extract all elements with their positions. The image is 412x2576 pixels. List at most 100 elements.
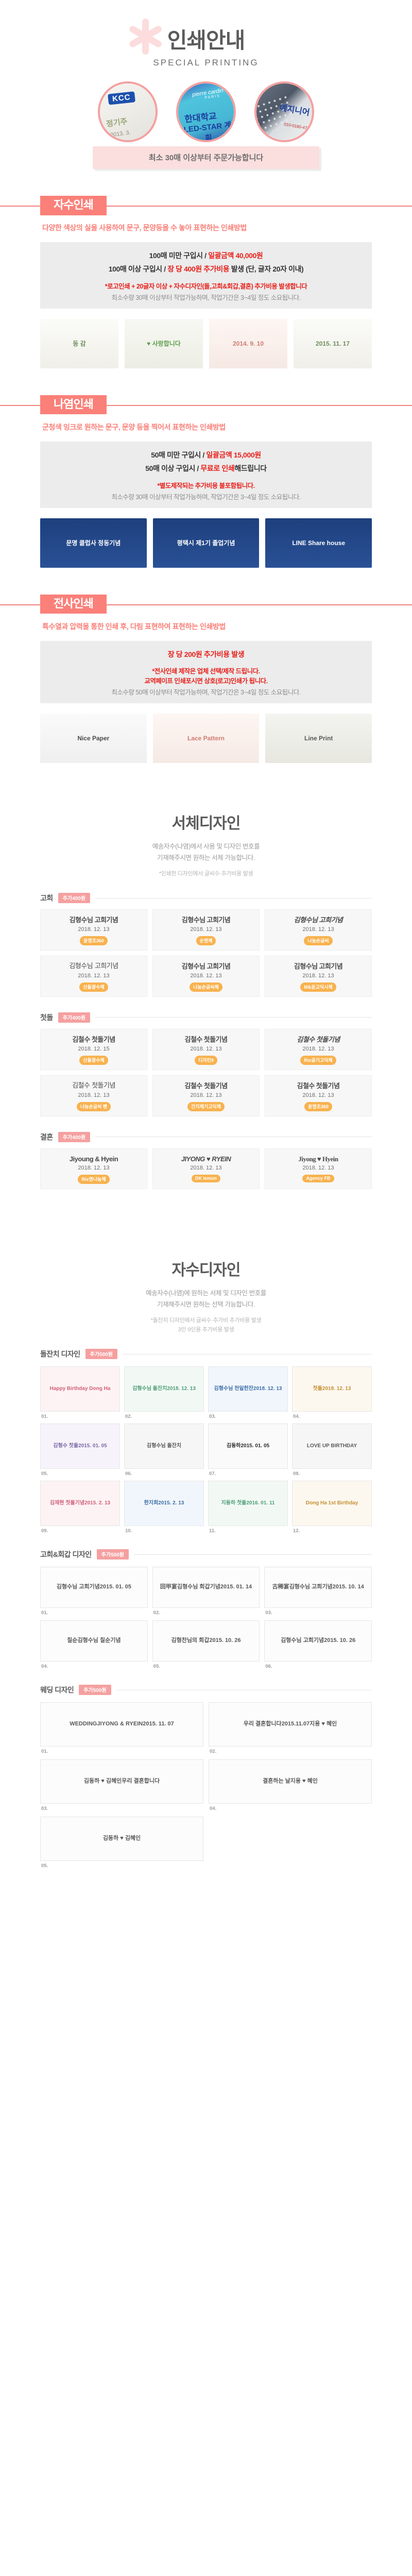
font-sample-cell[interactable]: 김철수 첫돌기념 2018. 12. 13 나눔손글씨 펜 xyxy=(40,1075,147,1116)
font-sample-cell[interactable]: 김형수님 고희기념 2018. 12. 13 산돌광수체 xyxy=(40,956,147,997)
sample-thumbnail[interactable]: Nice Paper xyxy=(40,714,147,764)
font-sample-cell[interactable]: 김형수님 고희기념 2018. 12. 13 나눔손글씨체 xyxy=(152,956,260,997)
design-cell[interactable]: 김동하 ♥ 김혜인 우리 결혼합니다 03. xyxy=(40,1759,203,1811)
design-cell[interactable]: 김형수 첫돌 2015. 01. 05 05. xyxy=(40,1423,120,1477)
design-cell[interactable]: 한지희 2015. 2. 13 10. xyxy=(124,1481,204,1534)
sample-thumbnail[interactable]: 2015. 11. 17 xyxy=(294,318,372,368)
font-name-badge: DK lemon xyxy=(191,1175,220,1183)
sample-thumbnail[interactable]: 문명 클럽사 정동기념 xyxy=(40,518,147,568)
design-thumbnail[interactable]: 결혼하는 날 지용 ♥ 혜인 xyxy=(209,1759,372,1804)
design-thumbnail[interactable]: 김동하 ♥ 김혜인 xyxy=(40,1817,203,1861)
font-sample-cell[interactable]: 김철수 첫돌기념 2018. 12. 13 간지체기고딕체 xyxy=(152,1075,260,1116)
design-number: 02. xyxy=(153,1610,160,1616)
design-cell[interactable]: 첫돌 2018. 12. 13 04. xyxy=(292,1366,372,1419)
design-cell[interactable]: 칠순 김형수님 칠순기념 04. xyxy=(40,1620,148,1669)
font-sample-cell[interactable]: Jiyoung & Hyein 2018. 12. 13 Rix명나눔체 xyxy=(40,1148,147,1190)
badge-gallery: KCC 정기주 2013. 3. pierre cardin PARIS 한대학… xyxy=(98,81,314,142)
font-sample-date: 2018. 12. 13 xyxy=(190,1165,222,1172)
design-thumbnail[interactable]: 한지희 2015. 2. 13 xyxy=(124,1481,204,1527)
font-sample-grid: Jiyoung & Hyein 2018. 12. 13 Rix명나눔체 JIYONG… xyxy=(40,1148,372,1190)
embroidery-note-2: 3인·9인용 추가비용 발생 xyxy=(178,1327,234,1333)
design-thumbnail[interactable]: 김형수님 고희기념 2015. 10. 26 xyxy=(264,1620,372,1662)
design-thumbnail[interactable]: LOVE UP BIRTHDAY xyxy=(292,1423,372,1469)
font-sample-cell[interactable]: Jiyong ♥ Hyein 2018. 12. 13 Agency FB xyxy=(265,1148,372,1190)
section-description: 군청색 잉크로 원하는 문구, 문양 등을 찍어서 표현하는 인쇄방법 xyxy=(42,422,226,431)
design-thumbnail[interactable]: 古稀宴 김형수님 고희기념 2015. 10. 14 xyxy=(264,1567,372,1608)
design-thumbnail[interactable]: 김형찬님의 회갑 2015. 10. 26 xyxy=(152,1620,260,1662)
design-cell[interactable]: 김재현 첫돌기념 2015. 2. 13 09. xyxy=(40,1481,120,1534)
design-cell[interactable]: 우리 결혼합니다 2015.11.07 지용 ♥ 혜인 02. xyxy=(209,1702,372,1754)
font-sample-cell[interactable]: 김철수 첫돌기념 2018. 12. 13 Rix굴기고딕체 xyxy=(265,1028,372,1070)
design-thumbnail[interactable]: 우리 결혼합니다 2015.11.07 지용 ♥ 혜인 xyxy=(209,1702,372,1747)
design-thumbnail[interactable]: 김동하 2015. 01. 05 xyxy=(208,1423,288,1469)
design-cell[interactable]: 결혼하는 날 지용 ♥ 혜인 04. xyxy=(209,1759,372,1811)
design-cell[interactable]: Happy Birthday Dong Ha 01. xyxy=(40,1366,120,1419)
font-sample-text: 김철수 첫돌기념 xyxy=(184,1035,228,1043)
sample-thumbnail[interactable]: ♥ 사랑합니다 xyxy=(125,318,203,368)
design-number: 01. xyxy=(41,1414,48,1420)
price-sub-note: 최소수량 30매 이상부터 작업가능하며, 작업기간은 3~4일 정도 소요됩니… xyxy=(111,294,301,301)
font-sample-cell[interactable]: 김형수님 고희기념 2018. 12. 13 윤명조360 xyxy=(40,909,147,951)
design-thumbnail[interactable]: 첫돌 2018. 12. 13 xyxy=(292,1366,372,1412)
surcharge-badge: 추가500원 xyxy=(96,1549,129,1560)
sample-thumbnail[interactable]: 평택시 제1기 졸업기념 xyxy=(152,518,260,568)
font-sample-cell[interactable]: 김철수 첫돌기념 2018. 12. 13 윤명조360 xyxy=(265,1075,372,1116)
design-cell[interactable]: Dong Ha 1st Birthday 12. xyxy=(292,1481,372,1534)
font-name-badge: Agency FB xyxy=(302,1175,334,1183)
price-sub-note: 최소수량 30매 이상부터 작업가능하며, 작업기간은 3~4일 정도 소요됩니… xyxy=(111,493,301,501)
design-cell[interactable]: 지동하 첫돌 2016. 01. 11 11. xyxy=(208,1481,288,1534)
design-thumbnail[interactable]: Dong Ha 1st Birthday xyxy=(292,1481,372,1527)
font-sample-cell[interactable]: 김철수 첫돌기념 2018. 12. 13 디자인9 xyxy=(152,1028,260,1070)
design-thumbnail[interactable]: 김형수님 고희기념 2015. 01. 05 xyxy=(40,1567,148,1608)
section-description: 다양한 색상의 실을 사용하여 문구, 문양등을 수 놓아 표현하는 인쇄방법 xyxy=(42,224,247,232)
section-divider xyxy=(0,604,412,605)
font-sample-cell[interactable]: 김형수님 고희기념 2018. 12. 13 나눔손글씨 xyxy=(265,909,372,951)
sample-thumbnail[interactable]: 2014. 9. 10 xyxy=(209,318,287,368)
font-sample-cell[interactable]: JIYONG ♥ RYEIN 2018. 12. 13 DK lemon xyxy=(152,1148,260,1190)
design-cell[interactable]: 김동하 2015. 01. 05 07. xyxy=(208,1423,288,1477)
sample-thumbnail[interactable]: Line Print xyxy=(265,714,372,764)
design-thumbnail[interactable]: 김형수 첫돌 2015. 01. 05 xyxy=(40,1423,120,1469)
design-thumbnail[interactable]: 김형수님 돌잔치 xyxy=(124,1423,204,1469)
design-cell[interactable]: 김형수님 돌잔치 06. xyxy=(124,1423,204,1477)
design-cell[interactable]: 김형수님 고희기념 2015. 10. 26 06. xyxy=(264,1620,372,1669)
font-sample-cell[interactable]: 김형수님 고희기념 2018. 12. 13 순명체 xyxy=(152,909,260,951)
price-line: 장 당 200원 추가비용 발생 xyxy=(45,648,367,662)
design-cell[interactable]: 김형수님 고희기념 2015. 01. 05 01. xyxy=(40,1567,148,1616)
design-cell[interactable]: WEDDING JIYONG & RYEIN 2015. 11. 07 01. xyxy=(40,1702,203,1754)
design-thumbnail[interactable]: 지동하 첫돌 2016. 01. 11 xyxy=(208,1481,288,1527)
font-name-badge: 윤명조360 xyxy=(80,936,108,946)
design-number: 05. xyxy=(153,1664,160,1670)
design-number: 02. xyxy=(125,1414,132,1420)
design-cell[interactable]: 김형수님 천일한잔 2018. 12. 13 03. xyxy=(208,1366,288,1419)
font-design-section: 서체디자인 예송자수(나염)에서 사용 및 디자인 번호를 기재해주시면 원하는… xyxy=(0,810,412,877)
design-thumbnail[interactable]: 김동하 ♥ 김혜인 우리 결혼합니다 xyxy=(40,1759,203,1804)
price-highlight: 일괄금액 15,000원 xyxy=(206,450,261,459)
design-thumbnail[interactable]: 김재현 첫돌기념 2015. 2. 13 xyxy=(40,1481,120,1527)
page-title: 인쇄안내 xyxy=(167,28,246,53)
design-thumbnail[interactable]: 김형수님 돌잔치 2018. 12. 13 xyxy=(124,1366,204,1412)
font-sample-text: 김형수님 고희기념 xyxy=(69,962,118,971)
design-cell[interactable]: 김동하 ♥ 김혜인 05. xyxy=(40,1817,203,1869)
font-sample-cell[interactable]: 김철수 첫돌기념 2018. 12. 15 산돌광수체 xyxy=(40,1028,147,1070)
sample-thumbnail[interactable]: LINE Share house xyxy=(265,518,372,568)
design-thumbnail[interactable]: Happy Birthday Dong Ha xyxy=(40,1366,120,1412)
design-thumbnail[interactable]: 김형수님 천일한잔 2018. 12. 13 xyxy=(208,1366,288,1412)
design-cell[interactable]: 古稀宴 김형수님 고희기념 2015. 10. 14 03. xyxy=(264,1567,372,1616)
design-thumbnail[interactable]: 칠순 김형수님 칠순기념 xyxy=(40,1620,148,1662)
font-category-name: 결혼 xyxy=(40,1132,53,1141)
price-line: 100매 이상 구입시 / 장 당 400원 추가비용 발생 (단, 글자 20… xyxy=(108,264,304,273)
font-sample-text: 김철수 첫돌기념 xyxy=(72,1081,115,1090)
design-thumbnail[interactable]: 回甲宴 김형수님 회갑기념 2015. 01. 14 xyxy=(152,1567,260,1608)
embroidery-group-strip: 돌잔치 디자인 추가500원 xyxy=(40,1349,372,1360)
font-sample-cell[interactable]: 김형수님 고희기념 2018. 12. 13 M&윤고딕시체 xyxy=(265,956,372,997)
design-cell[interactable]: LOVE UP BIRTHDAY 08. xyxy=(292,1423,372,1477)
embroidery-desc-2: 기재해주시면 원하는 선택 가능합니다. xyxy=(157,1301,255,1309)
design-thumbnail[interactable]: WEDDING JIYONG & RYEIN 2015. 11. 07 xyxy=(40,1702,203,1747)
sample-thumbnail[interactable]: Lace Pattern xyxy=(152,714,260,764)
design-cell[interactable]: 回甲宴 김형수님 회갑기념 2015. 01. 14 02. xyxy=(152,1567,260,1616)
font-name-badge: 산돌광수체 xyxy=(79,1055,108,1065)
sample-thumbnail[interactable]: 동 감 xyxy=(40,318,118,368)
design-cell[interactable]: 김형수님 돌잔치 2018. 12. 13 02. xyxy=(124,1366,204,1419)
design-cell[interactable]: 김형찬님의 회갑 2015. 10. 26 05. xyxy=(152,1620,260,1669)
